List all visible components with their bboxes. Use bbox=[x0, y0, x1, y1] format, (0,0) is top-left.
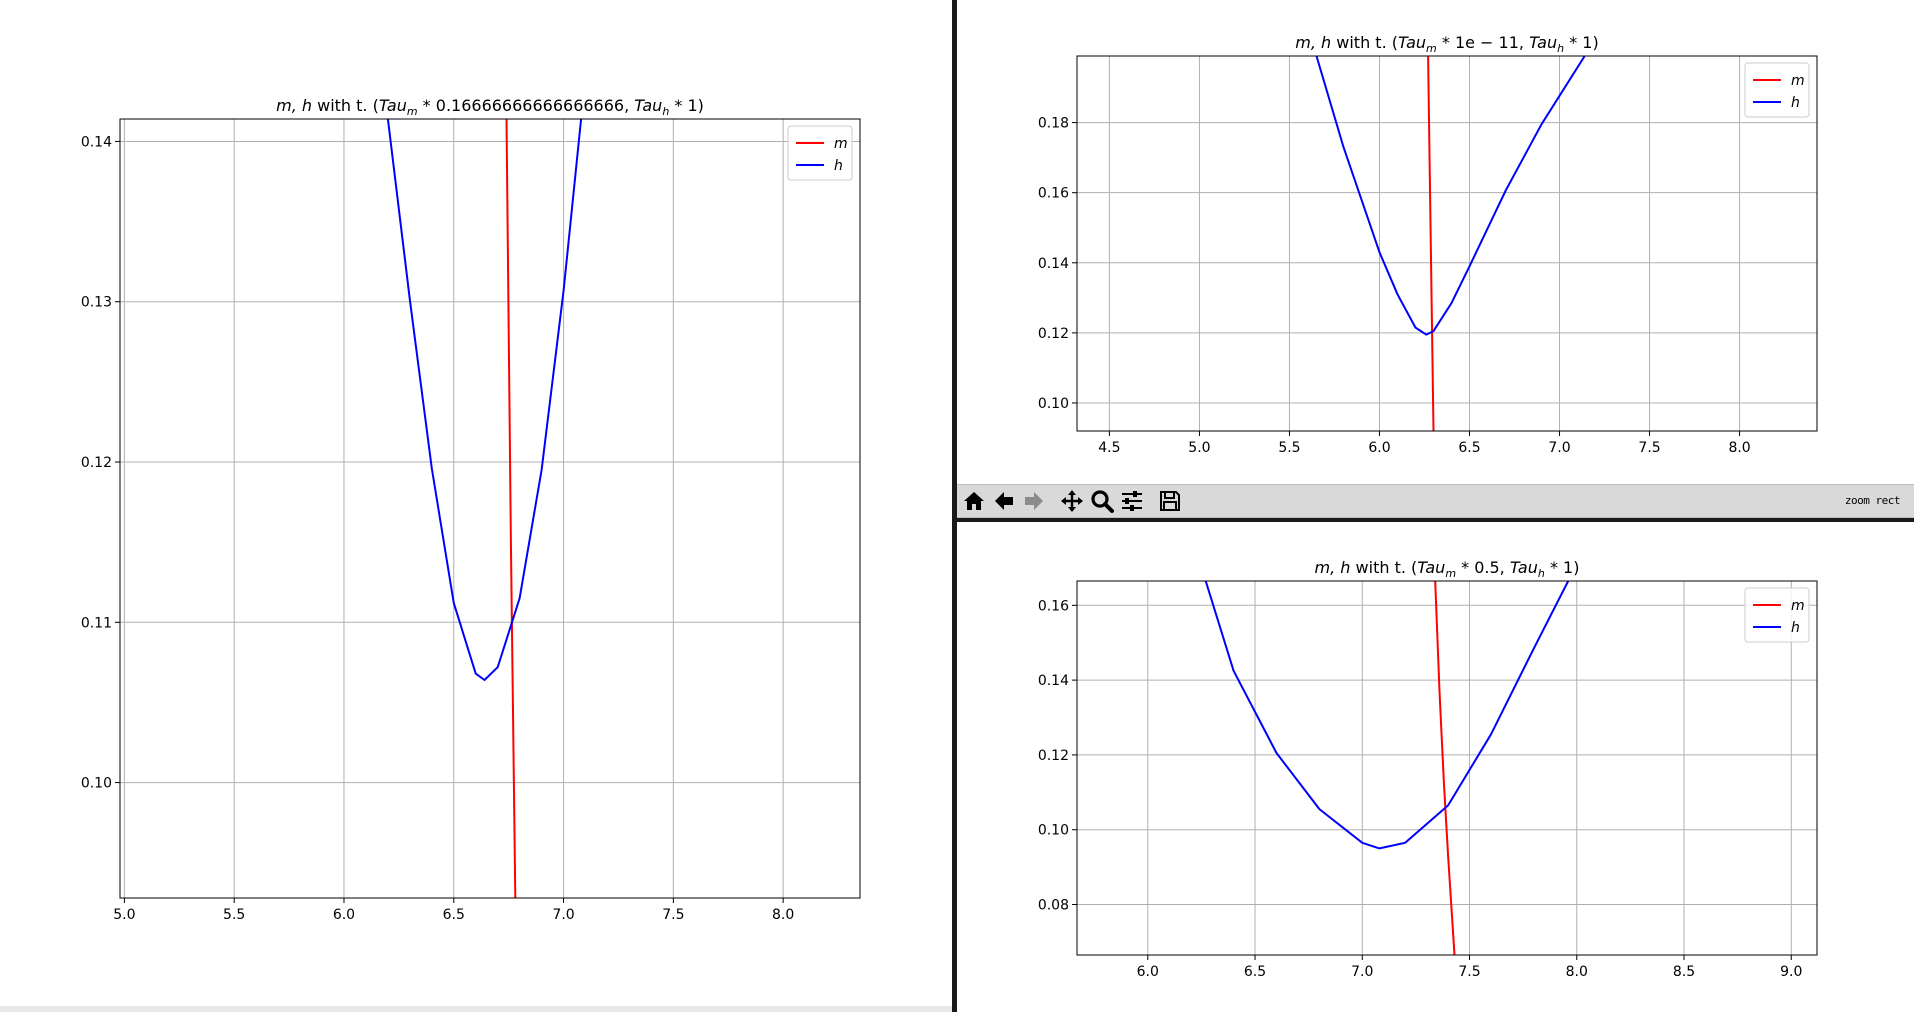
x-tick-label: 8.0 bbox=[1728, 440, 1750, 456]
back-button[interactable] bbox=[991, 488, 1017, 514]
x-tick-label: 4.5 bbox=[1098, 440, 1120, 456]
x-tick-label: 6.0 bbox=[1368, 440, 1390, 456]
y-tick-label: 0.16 bbox=[1038, 598, 1069, 614]
legend-label-m: m bbox=[834, 136, 848, 152]
toolbar-separator bbox=[1051, 488, 1059, 514]
x-tick-label: 7.0 bbox=[552, 907, 574, 923]
axes-frame bbox=[119, 118, 861, 899]
x-tick-label: 5.5 bbox=[223, 907, 245, 923]
legend-label-m: m bbox=[1791, 73, 1805, 89]
x-tick-label: 6.0 bbox=[1137, 964, 1159, 980]
legend-box bbox=[1744, 587, 1810, 643]
x-tick-label: 8.0 bbox=[772, 907, 794, 923]
sliders-icon bbox=[1122, 491, 1142, 511]
figure-window-left: 5.0 5.5 6.0 6.5 7.0 7.5 8.0 0.10 0.11 0.12 0.13 0.1… bbox=[0, 0, 952, 1012]
x-tick-label: 7.5 bbox=[1458, 964, 1480, 980]
axes-frame bbox=[1076, 580, 1818, 956]
y-tick-label: 0.12 bbox=[1038, 326, 1069, 342]
home-icon bbox=[964, 492, 984, 510]
y-tick-label: 0.12 bbox=[1038, 748, 1069, 764]
y-tick-label: 0.16 bbox=[1038, 186, 1069, 202]
x-tick-label: 9.0 bbox=[1780, 964, 1802, 980]
y-tick-label: 0.18 bbox=[1038, 116, 1069, 132]
legend-box bbox=[787, 125, 853, 181]
x-tick-label: 6.5 bbox=[443, 907, 465, 923]
chart-title: m, h with t. (Taum * 0.5, Tauh * 1) bbox=[1315, 558, 1580, 580]
save-button[interactable] bbox=[1157, 488, 1183, 514]
y-tick-label: 0.14 bbox=[81, 134, 112, 150]
x-tick-label: 5.5 bbox=[1278, 440, 1300, 456]
series-line-h bbox=[1204, 581, 1570, 850]
home-button[interactable] bbox=[961, 488, 987, 514]
chart-title: m, h with t. (Taum * 0.16666666666666666… bbox=[276, 96, 704, 118]
x-tick-label: 6.0 bbox=[333, 907, 355, 923]
arrow-left-icon bbox=[995, 492, 1013, 510]
legend-label-m: m bbox=[1791, 598, 1805, 614]
arrow-right-icon bbox=[1025, 492, 1043, 510]
navigation-toolbar: zoom rect bbox=[957, 484, 1914, 518]
figure-window-top-right: 4.5 5.0 5.5 6.0 6.5 7.0 7.5 8.0 0.10 0.12 0.14 0.16… bbox=[957, 0, 1914, 483]
y-tick-label: 0.14 bbox=[1038, 673, 1069, 689]
chart-title: m, h with t. (Taum * 1e − 11, Tauh * 1) bbox=[1295, 33, 1598, 55]
axes-frame bbox=[1076, 55, 1818, 432]
series-line-h bbox=[386, 119, 583, 681]
pan-button[interactable] bbox=[1059, 488, 1085, 514]
series-line-m bbox=[1427, 56, 1435, 431]
y-tick-label: 0.10 bbox=[1038, 823, 1069, 839]
series-line-m bbox=[505, 119, 517, 898]
configure-subplots-button[interactable] bbox=[1119, 488, 1145, 514]
x-tick-label: 8.5 bbox=[1673, 964, 1695, 980]
y-tick-label: 0.13 bbox=[81, 295, 112, 311]
x-tick-label: 7.5 bbox=[1638, 440, 1660, 456]
window-bottom-edge bbox=[0, 1006, 952, 1012]
window-divider-horizontal bbox=[957, 518, 1914, 522]
x-tick-label: 7.5 bbox=[662, 907, 684, 923]
x-tick-label: 6.5 bbox=[1244, 964, 1266, 980]
x-tick-label: 8.0 bbox=[1566, 964, 1588, 980]
y-tick-label: 0.12 bbox=[81, 455, 112, 471]
toolbar-mode-label: zoom rect bbox=[1844, 494, 1901, 507]
y-tick-label: 0.14 bbox=[1038, 256, 1069, 272]
figure-window-bottom-right: 6.0 6.5 7.0 7.5 8.0 8.5 9.0 0.08 0.10 0.12 0.14 0.1… bbox=[957, 522, 1914, 1012]
chart-top-right[interactable]: 4.5 5.0 5.5 6.0 6.5 7.0 7.5 8.0 0.10 0.12 0.14 0.16… bbox=[957, 0, 1914, 483]
legend-label-h: h bbox=[834, 158, 843, 174]
y-tick-label: 0.08 bbox=[1038, 898, 1069, 914]
x-tick-label: 6.5 bbox=[1458, 440, 1480, 456]
y-tick-label: 0.10 bbox=[81, 776, 112, 792]
forward-button[interactable] bbox=[1021, 488, 1047, 514]
legend-box bbox=[1744, 62, 1810, 118]
y-tick-label: 0.11 bbox=[81, 615, 112, 631]
chart-left[interactable]: 5.0 5.5 6.0 6.5 7.0 7.5 8.0 0.10 0.11 0.12 0.13 0.1… bbox=[0, 0, 952, 1012]
y-tick-label: 0.10 bbox=[1038, 396, 1069, 412]
floppy-disk-icon bbox=[1160, 491, 1180, 511]
chart-bottom-right[interactable]: 6.0 6.5 7.0 7.5 8.0 8.5 9.0 0.08 0.10 0.12 0.14 0.1… bbox=[957, 522, 1914, 1012]
toolbar-separator bbox=[1149, 488, 1157, 514]
series-line-h bbox=[1315, 56, 1586, 336]
zoom-button[interactable] bbox=[1089, 488, 1115, 514]
series-line-m bbox=[1434, 581, 1456, 955]
x-tick-label: 7.0 bbox=[1351, 964, 1373, 980]
legend-label-h: h bbox=[1791, 620, 1800, 636]
window-divider-vertical bbox=[952, 0, 957, 1012]
x-tick-label: 7.0 bbox=[1548, 440, 1570, 456]
zoom-icon bbox=[1091, 490, 1114, 513]
x-tick-label: 5.0 bbox=[113, 907, 135, 923]
pan-icon bbox=[1061, 490, 1083, 512]
x-tick-label: 5.0 bbox=[1188, 440, 1210, 456]
legend-label-h: h bbox=[1791, 95, 1800, 111]
